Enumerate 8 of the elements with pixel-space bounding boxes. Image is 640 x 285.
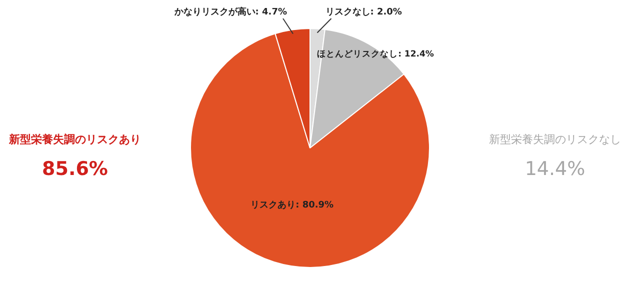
text: 新型栄養失調のリスクあり [8,132,142,147]
slice-label: かなりリスクが高い: 4.7% [173,6,288,18]
text: 85.6% [41,158,109,180]
slice-label: ほとんどリスクなし: 12.4% [317,50,434,60]
slice-label: リスクなし: 2.0% [325,7,402,18]
text: 新型栄養失調のリスクなし [488,132,622,147]
slice-label: リスクあり: 80.9% [250,200,334,210]
text: 14.4% [524,158,586,180]
